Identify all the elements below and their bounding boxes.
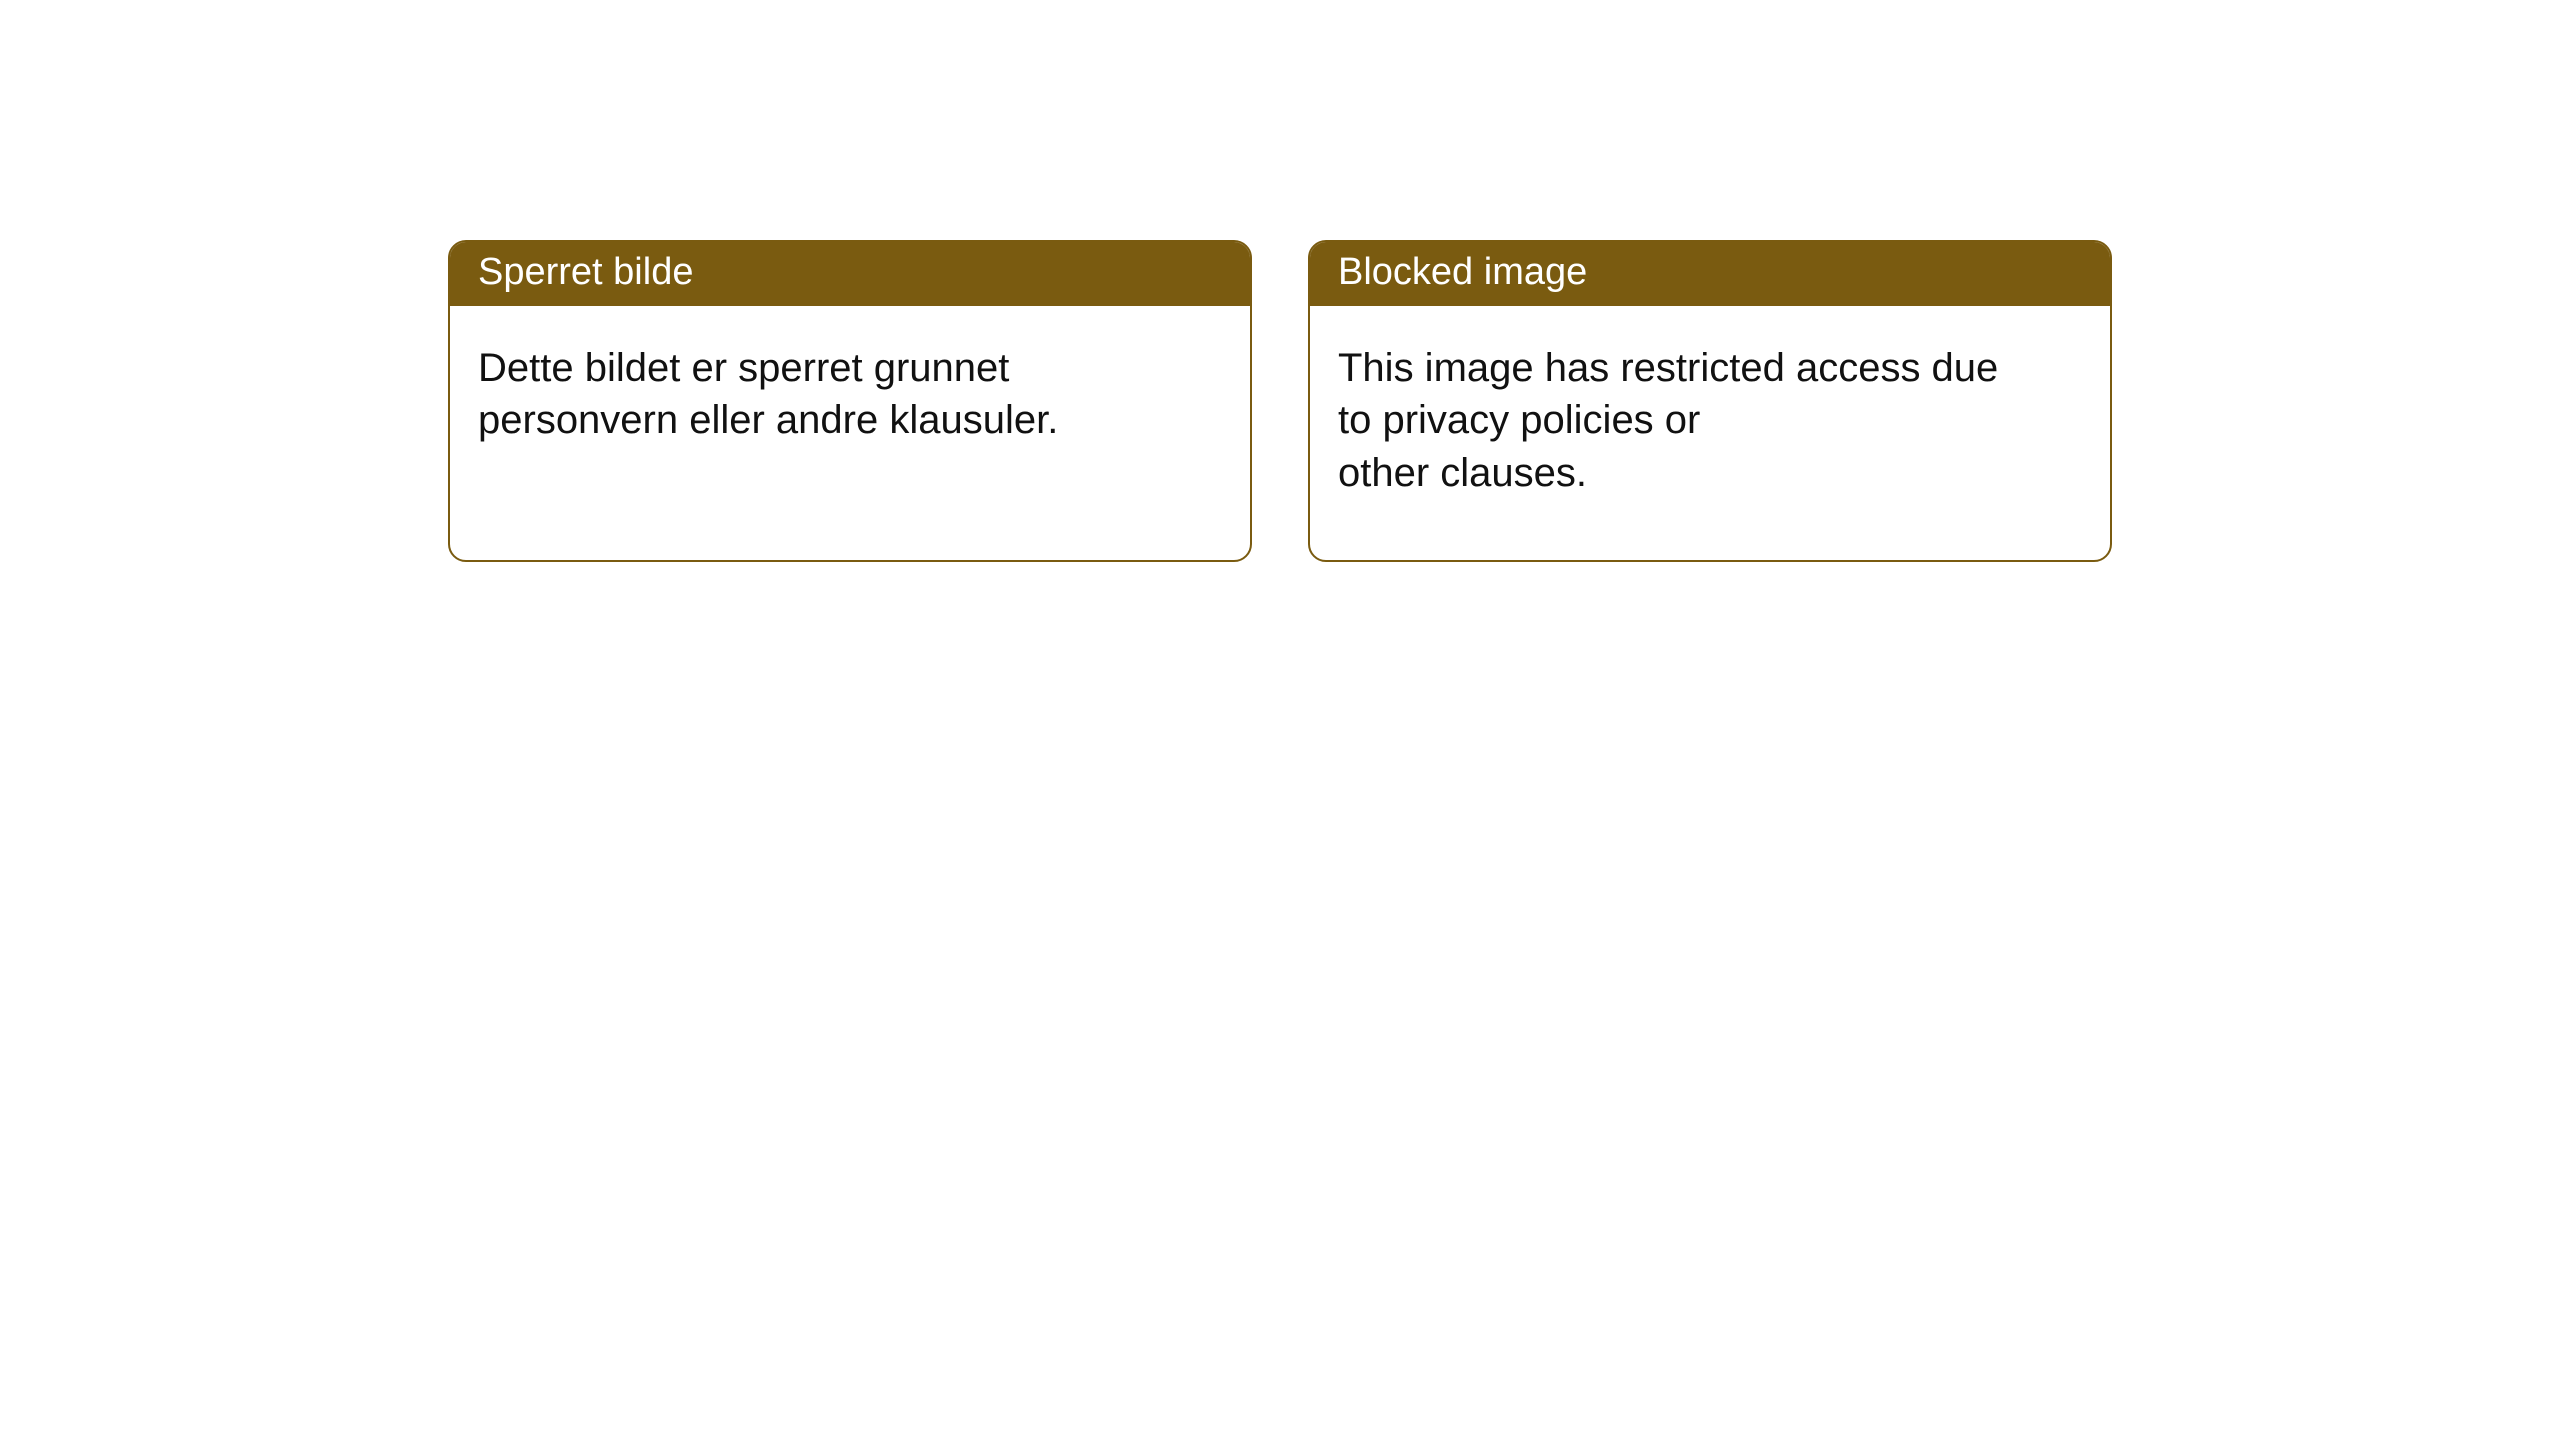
- notice-header-english: Blocked image: [1310, 242, 2110, 306]
- notice-card-norwegian: Sperret bilde Dette bildet er sperret gr…: [448, 240, 1252, 562]
- notice-body-norwegian: Dette bildet er sperret grunnet personve…: [450, 306, 1250, 508]
- notice-header-norwegian: Sperret bilde: [450, 242, 1250, 306]
- notice-body-english: This image has restricted access due to …: [1310, 306, 2110, 560]
- notice-body-text-english: This image has restricted access due to …: [1338, 342, 2008, 500]
- notice-card-english: Blocked image This image has restricted …: [1308, 240, 2112, 562]
- notice-body-text-norwegian: Dette bildet er sperret grunnet personve…: [478, 342, 1148, 448]
- notice-container: Sperret bilde Dette bildet er sperret gr…: [0, 0, 2560, 562]
